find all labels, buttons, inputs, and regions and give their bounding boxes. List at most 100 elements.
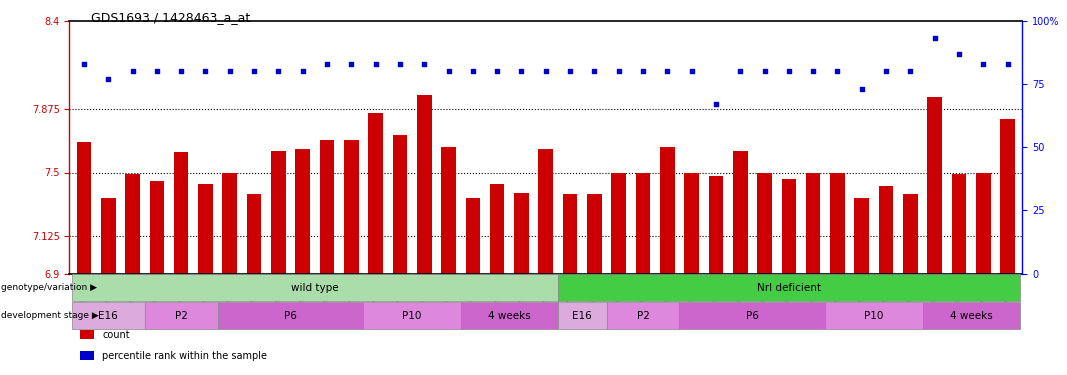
- Text: genotype/variation ▶: genotype/variation ▶: [1, 284, 97, 292]
- Text: count: count: [102, 330, 130, 340]
- Point: [999, 61, 1016, 67]
- Bar: [149, 181, 164, 274]
- Point: [707, 101, 724, 107]
- Point: [537, 68, 554, 74]
- Point: [221, 68, 238, 74]
- Bar: [71, 302, 145, 330]
- Bar: [879, 186, 893, 274]
- Bar: [344, 141, 359, 274]
- Bar: [101, 198, 115, 274]
- Bar: [71, 274, 558, 302]
- Point: [877, 68, 894, 74]
- Text: P2: P2: [175, 311, 188, 321]
- Point: [76, 61, 93, 67]
- Point: [148, 68, 165, 74]
- Point: [829, 68, 846, 74]
- Bar: [442, 147, 456, 274]
- Text: P6: P6: [746, 311, 759, 321]
- Bar: [684, 172, 699, 274]
- Text: development stage ▶: development stage ▶: [1, 311, 99, 320]
- Bar: [223, 172, 237, 274]
- Text: P6: P6: [284, 311, 297, 321]
- Bar: [514, 193, 529, 274]
- Text: percentile rank within the sample: percentile rank within the sample: [102, 351, 267, 361]
- Text: wild type: wild type: [291, 283, 338, 293]
- Point: [392, 61, 409, 67]
- Bar: [952, 174, 967, 274]
- Point: [367, 61, 384, 67]
- Point: [610, 68, 627, 74]
- Bar: [606, 302, 680, 330]
- Point: [951, 51, 968, 57]
- Point: [926, 35, 943, 41]
- Bar: [145, 302, 218, 330]
- Bar: [923, 302, 1020, 330]
- Point: [245, 68, 262, 74]
- Point: [780, 68, 797, 74]
- Bar: [320, 141, 334, 274]
- Bar: [680, 302, 825, 330]
- Point: [197, 68, 214, 74]
- Bar: [708, 176, 723, 274]
- Text: E16: E16: [98, 311, 118, 321]
- Text: GDS1693 / 1428463_a_at: GDS1693 / 1428463_a_at: [91, 11, 250, 24]
- Point: [805, 68, 822, 74]
- Bar: [927, 97, 942, 274]
- Text: P10: P10: [864, 311, 883, 321]
- Point: [902, 68, 919, 74]
- Point: [854, 86, 871, 92]
- Bar: [246, 195, 261, 274]
- Bar: [539, 149, 553, 274]
- Bar: [296, 149, 310, 274]
- Point: [561, 68, 578, 74]
- Bar: [855, 198, 869, 274]
- Bar: [806, 172, 821, 274]
- Bar: [465, 198, 480, 274]
- Text: P10: P10: [402, 311, 421, 321]
- Bar: [660, 147, 674, 274]
- Bar: [174, 152, 189, 274]
- Bar: [976, 172, 990, 274]
- Bar: [562, 195, 577, 274]
- Bar: [271, 151, 286, 274]
- Bar: [417, 95, 431, 274]
- Point: [270, 68, 287, 74]
- Point: [489, 68, 506, 74]
- Bar: [218, 302, 364, 330]
- Bar: [1000, 118, 1015, 274]
- Text: 4 weeks: 4 weeks: [488, 311, 530, 321]
- Bar: [825, 302, 923, 330]
- Bar: [830, 172, 845, 274]
- Bar: [758, 172, 771, 274]
- Bar: [781, 179, 796, 274]
- Point: [513, 68, 530, 74]
- Bar: [77, 142, 92, 274]
- Bar: [733, 151, 748, 274]
- Point: [658, 68, 675, 74]
- Bar: [587, 195, 602, 274]
- Point: [416, 61, 433, 67]
- Point: [124, 68, 141, 74]
- Point: [173, 68, 190, 74]
- Text: P2: P2: [637, 311, 650, 321]
- Point: [635, 68, 652, 74]
- Bar: [393, 135, 408, 274]
- Bar: [125, 174, 140, 274]
- Point: [343, 61, 360, 67]
- Point: [99, 76, 116, 82]
- Point: [757, 68, 774, 74]
- Bar: [636, 172, 650, 274]
- Point: [683, 68, 700, 74]
- Point: [975, 61, 992, 67]
- Bar: [558, 302, 606, 330]
- Point: [294, 68, 312, 74]
- Point: [440, 68, 457, 74]
- Bar: [461, 302, 558, 330]
- Bar: [364, 302, 461, 330]
- Text: E16: E16: [572, 311, 592, 321]
- Point: [732, 68, 749, 74]
- Text: Nrl deficient: Nrl deficient: [757, 283, 821, 293]
- Bar: [558, 274, 1020, 302]
- Point: [318, 61, 335, 67]
- Bar: [198, 184, 212, 274]
